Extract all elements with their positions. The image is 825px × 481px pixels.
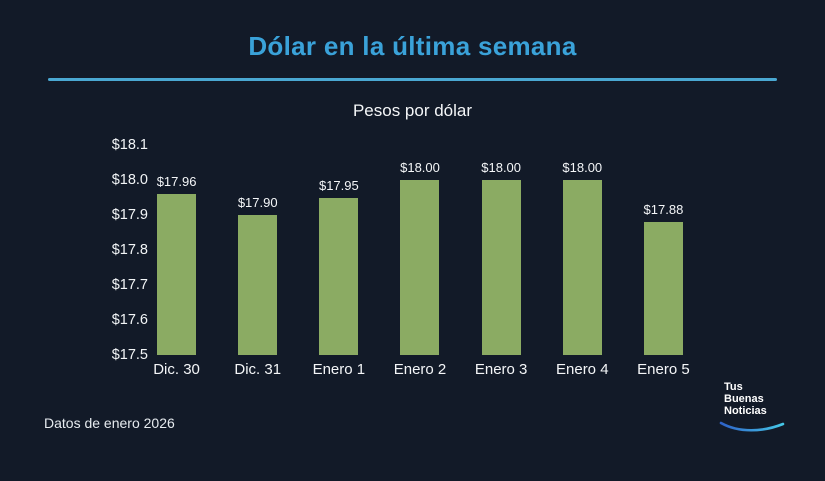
logo-line-3: Noticias: [724, 405, 767, 417]
bar: [400, 180, 440, 355]
bar: [238, 215, 278, 355]
bar-value-label: $17.95: [318, 177, 359, 193]
x-category-label: Enero 3: [474, 361, 528, 378]
x-category-label: Dic. 31: [234, 361, 282, 378]
y-tick-label: $17.6: [111, 312, 148, 328]
bar: [643, 222, 683, 355]
y-tick-label: $17.5: [111, 347, 148, 363]
bar-value-label: $17.96: [156, 174, 197, 189]
title-divider-line: [48, 78, 777, 81]
bar-column: $17.96 Dic. 30: [136, 145, 217, 378]
y-tick-label: $18.1: [111, 137, 148, 153]
bar-column: $17.95 Enero 1: [298, 145, 379, 379]
bar-value-label: $18.00: [400, 160, 440, 175]
logo-tus-buenas-noticias: Tus Buenas Noticias: [719, 381, 794, 434]
bar-column: $17.88 Enero 5: [623, 145, 704, 378]
bar-column: $18.00 Enero 4: [542, 145, 623, 378]
y-tick-label: $17.8: [111, 242, 148, 258]
x-category-label: Enero 4: [556, 361, 609, 378]
bar-column: $17.90 Dic. 31: [217, 145, 298, 378]
x-category-label: Enero 5: [637, 361, 690, 378]
x-category-label: Enero 2: [393, 361, 447, 378]
y-tick-label: $17.9: [111, 207, 148, 223]
x-category-label: Dic. 30: [153, 361, 200, 378]
y-tick-label: $18.0: [111, 172, 148, 188]
y-tick-label: $17.7: [111, 277, 148, 293]
data-source-note: Datos de enero 2026: [44, 415, 175, 431]
chart-subtitle: Pesos por dólar: [352, 101, 473, 120]
bar: [562, 180, 602, 355]
bar: [481, 180, 521, 355]
bar: [319, 197, 359, 355]
y-axis: $18.1 $18.0 $17.9 $17.8 $17.7 $17.6 $17.5: [0, 137, 148, 363]
page-title: Dólar en la última semana: [248, 31, 577, 61]
bar-value-label: $17.90: [237, 195, 278, 210]
bar-column: $18.00 Enero 3: [461, 145, 542, 378]
logo-line-1: Tus: [724, 381, 743, 393]
bar-value-label: $18.00: [562, 160, 603, 175]
bar: [157, 194, 197, 355]
bar-value-label: $18.00: [481, 160, 522, 175]
bar-value-label: $17.88: [643, 202, 684, 217]
logo-line-2: Buenas: [724, 393, 764, 405]
logo-swoosh-icon: [719, 421, 785, 432]
plot: $17.96 Dic. 30 $17.90 Dic. 31 $17.95 Enero 1 $…: [136, 145, 704, 379]
bar-column: $18.00 Enero 2: [379, 145, 460, 378]
x-category-label: Enero 1: [312, 361, 366, 378]
